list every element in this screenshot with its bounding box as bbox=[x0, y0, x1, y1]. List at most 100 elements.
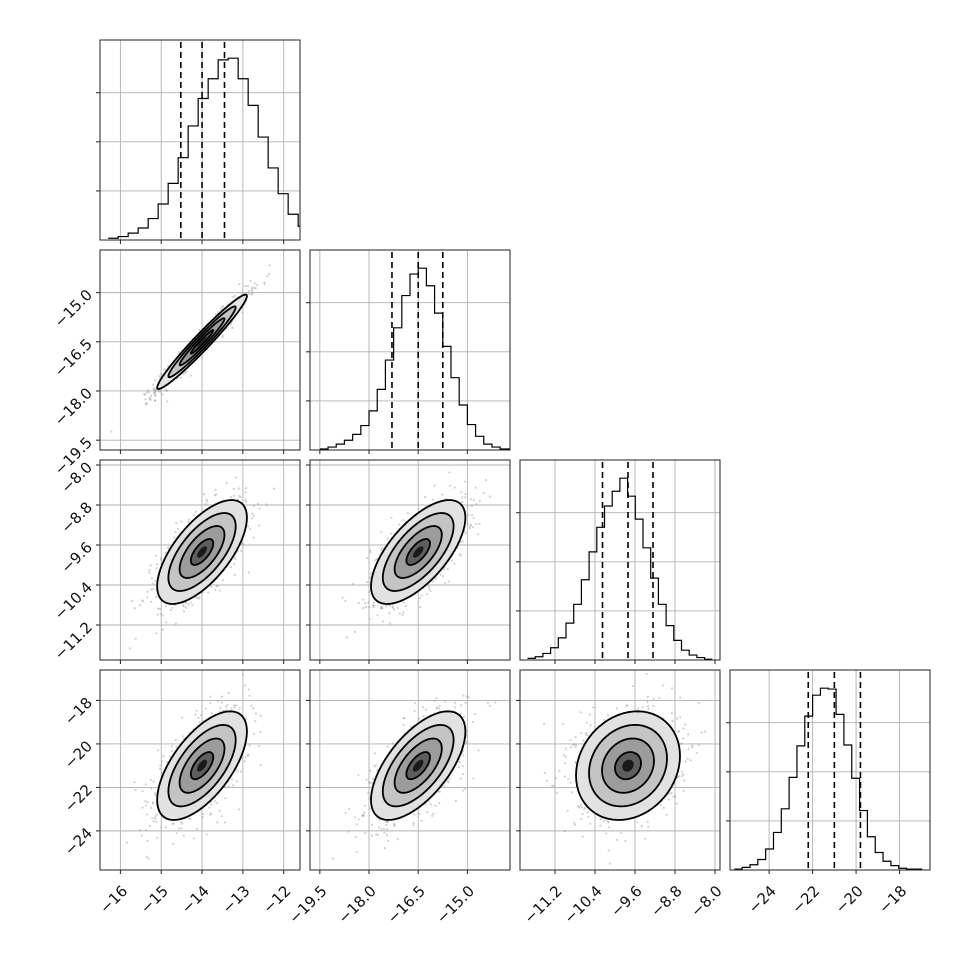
scatter-point bbox=[448, 777, 451, 780]
scatter-point bbox=[389, 622, 392, 625]
scatter-point bbox=[154, 817, 157, 820]
scatter-point bbox=[678, 775, 681, 778]
y-tick-label: −18.0 bbox=[51, 384, 96, 429]
scatter-point bbox=[201, 356, 204, 359]
scatter-point bbox=[161, 628, 164, 631]
scatter-point bbox=[238, 808, 241, 811]
scatter-point bbox=[258, 507, 261, 510]
scatter-point bbox=[570, 791, 573, 794]
scatter-point bbox=[377, 826, 381, 829]
scatter-point bbox=[419, 606, 422, 609]
scatter-point bbox=[154, 554, 158, 557]
scatter-point bbox=[240, 542, 244, 545]
scatter-point bbox=[681, 770, 684, 773]
scatter-point bbox=[569, 738, 572, 742]
scatter-point bbox=[607, 826, 611, 829]
scatter-point bbox=[195, 709, 198, 712]
scatter-point bbox=[374, 764, 378, 767]
scatter-point bbox=[698, 702, 701, 705]
scatter-point bbox=[244, 498, 247, 502]
contour-0.5-sigma bbox=[405, 751, 431, 781]
scatter-point bbox=[386, 820, 390, 824]
scatter-point bbox=[383, 831, 386, 834]
scatter-point bbox=[144, 804, 148, 807]
scatter-point bbox=[182, 610, 185, 613]
scatter-point bbox=[402, 717, 405, 720]
scatter-point bbox=[670, 712, 673, 715]
scatter-point bbox=[459, 777, 462, 780]
scatter-point bbox=[605, 832, 608, 835]
contour-1-sigma bbox=[178, 317, 226, 367]
scatter-point bbox=[185, 370, 188, 373]
scatter-point bbox=[181, 822, 184, 825]
scatter-point bbox=[467, 514, 470, 517]
scatter-point bbox=[439, 573, 442, 576]
scatter-point bbox=[214, 588, 217, 591]
scatter-point bbox=[149, 778, 152, 782]
scatter-point bbox=[362, 814, 365, 817]
scatter-point bbox=[398, 612, 401, 615]
scatter-point bbox=[171, 745, 174, 748]
scatter-point bbox=[140, 599, 144, 602]
scatter-point bbox=[254, 712, 257, 715]
scatter-point bbox=[174, 622, 177, 625]
scatter-point bbox=[208, 806, 211, 809]
scatter-point bbox=[165, 389, 169, 393]
scatter-point bbox=[469, 523, 473, 526]
scatter-point bbox=[182, 834, 185, 837]
scatter-point bbox=[251, 287, 254, 291]
scatter-point bbox=[471, 720, 475, 724]
scatter-point bbox=[247, 525, 250, 528]
scatter-point bbox=[148, 571, 151, 575]
scatter-point bbox=[543, 771, 546, 775]
scatter-point bbox=[459, 704, 462, 707]
scatter-point bbox=[361, 814, 364, 817]
scatter-point bbox=[243, 760, 246, 763]
scatter-point bbox=[459, 554, 462, 557]
scatter-point bbox=[603, 718, 606, 722]
scatter-point bbox=[646, 701, 649, 704]
scatter-point bbox=[149, 806, 153, 809]
scatter-point bbox=[177, 527, 180, 530]
scatter-point bbox=[156, 607, 160, 610]
scatter-point bbox=[562, 754, 566, 757]
scatter-point bbox=[385, 834, 389, 837]
scatter-point bbox=[605, 819, 608, 822]
scatter-point bbox=[462, 754, 465, 757]
scatter-point bbox=[247, 754, 250, 757]
scatter-point bbox=[209, 812, 213, 815]
scatter-point bbox=[154, 399, 157, 402]
scatter-point bbox=[233, 562, 236, 566]
scatter-point bbox=[250, 517, 253, 520]
scatter-point bbox=[156, 613, 159, 616]
scatter-point bbox=[244, 285, 247, 288]
scatter-point bbox=[154, 399, 157, 402]
scatter-point bbox=[474, 712, 477, 716]
scatter-point bbox=[558, 769, 561, 772]
histogram-2 bbox=[527, 477, 713, 660]
scatter-point bbox=[555, 791, 559, 795]
scatter-point bbox=[700, 731, 703, 734]
scatter-point bbox=[461, 540, 464, 543]
scatter-point bbox=[144, 783, 147, 786]
scatter-point bbox=[357, 818, 360, 821]
scatter-point bbox=[369, 549, 372, 552]
histogram-0 bbox=[108, 57, 300, 239]
scatter-point bbox=[453, 562, 456, 565]
scatter-point bbox=[159, 767, 162, 770]
scatter-point bbox=[184, 601, 188, 604]
contour-2-sigma bbox=[370, 499, 467, 605]
x-tick-label: −20 bbox=[832, 882, 867, 917]
scatter-point bbox=[248, 694, 251, 697]
scatter-point bbox=[163, 368, 166, 371]
scatter-point bbox=[583, 806, 587, 809]
scatter-point bbox=[679, 696, 682, 699]
scatter-point bbox=[422, 714, 425, 718]
scatter-point bbox=[385, 824, 388, 827]
scatter-point bbox=[672, 795, 675, 798]
scatter-point bbox=[173, 536, 176, 539]
scatter-point bbox=[189, 601, 192, 604]
scatter-point bbox=[169, 755, 172, 758]
scatter-point bbox=[371, 604, 375, 607]
scatter-point bbox=[247, 571, 250, 574]
